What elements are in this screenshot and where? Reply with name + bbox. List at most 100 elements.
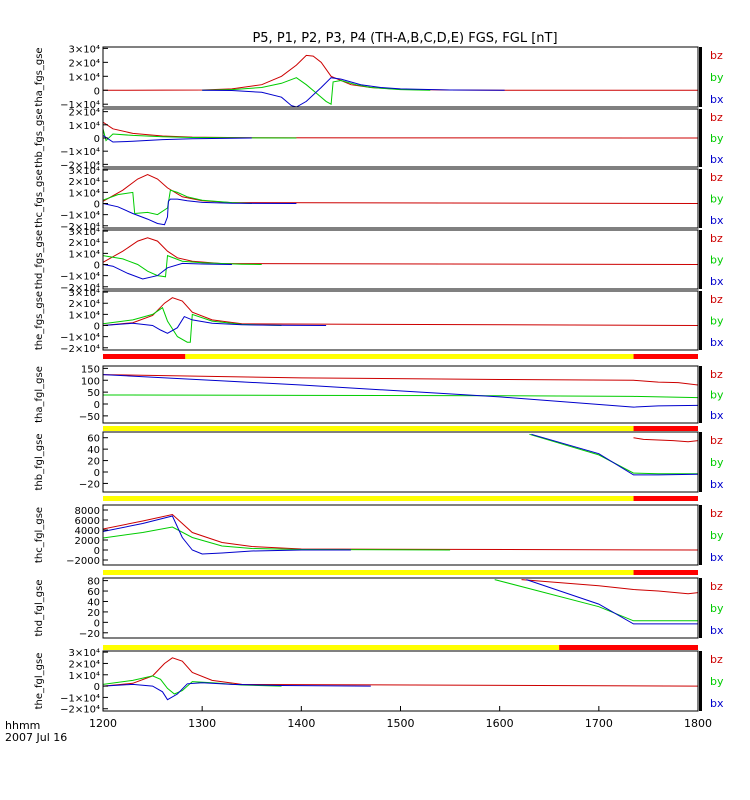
status-bar-segment (559, 645, 698, 650)
y-tick-label: 1×10⁴ (69, 188, 100, 199)
y-tick-label: 60 (87, 587, 100, 598)
legend-label-bz: bz (710, 368, 723, 381)
y-axis-label: thd_fgs_gse (34, 230, 45, 289)
panel-frame (102, 168, 699, 229)
y-tick-label: 0 (94, 682, 100, 693)
series-line-bx (103, 515, 351, 555)
series-line-bx (531, 433, 698, 476)
legend-label-by: by (710, 602, 724, 615)
legend-label-by: by (710, 132, 724, 145)
series-line-bz (103, 174, 698, 204)
y-tick-label: 40 (87, 597, 100, 608)
y-tick-label: 0 (94, 200, 100, 211)
legend-label-bz: bz (710, 653, 723, 666)
y-tick-label: 2×10⁴ (69, 299, 100, 310)
series-line-by (103, 394, 698, 399)
legend-label-bx: bx (710, 93, 724, 106)
series-line-bx (202, 77, 505, 107)
y-tick-label: 0 (94, 134, 100, 145)
x-tick-label: 1800 (684, 717, 712, 730)
y-axis-label: thc_fgs_gse (34, 169, 45, 228)
right-edge-ticks (699, 230, 702, 289)
y-axis-label: thd_fgl_gse (34, 580, 45, 637)
x-tick-label: 1300 (188, 717, 216, 730)
panel-frame (102, 650, 699, 712)
status-bar-segment (103, 496, 634, 501)
x-axis-label-line-2: 2007 Jul 16 (5, 731, 67, 744)
x-tick-label: 1500 (387, 717, 415, 730)
series-line-by (103, 189, 252, 216)
y-tick-label: 20 (87, 457, 100, 468)
series-line-bz (103, 374, 698, 386)
legend-label-bx: bx (710, 214, 724, 227)
series-line-by (529, 433, 698, 475)
panel-frame (102, 431, 699, 493)
right-edge-ticks (699, 505, 702, 565)
right-edge-ticks (699, 291, 702, 350)
panel-frame (102, 365, 699, 424)
y-axis-label: thb_fgl_gse (34, 434, 45, 491)
y-tick-label: 100 (81, 376, 100, 387)
legend-label-bx: bx (710, 409, 724, 422)
series-line-bx (103, 374, 698, 408)
y-tick-label: −20 (79, 629, 100, 640)
series-line-by (103, 526, 451, 551)
y-tick-label: 0 (94, 261, 100, 272)
x-tick-label: 1700 (585, 717, 613, 730)
series-line-bz (103, 54, 698, 91)
y-tick-label: 1×10⁴ (69, 671, 100, 682)
y-tick-label: −1×10⁴ (60, 333, 100, 344)
y-tick-label: −50 (79, 412, 100, 423)
status-bar-segment (633, 496, 698, 501)
y-tick-label: 2000 (75, 536, 100, 547)
y-tick-label: 3×10⁴ (69, 648, 100, 659)
legend-label-by: by (710, 529, 724, 542)
panel-frame (102, 229, 699, 290)
series-line-bz (103, 657, 698, 687)
y-tick-label: 3×10⁴ (69, 288, 100, 299)
right-edge-ticks (699, 169, 702, 228)
status-bar-segment (633, 354, 698, 359)
y-tick-label: 2×10⁴ (69, 108, 100, 119)
y-tick-label: −2×10⁴ (60, 283, 100, 294)
legend-label-by: by (710, 71, 724, 84)
series-line-bx (103, 682, 371, 701)
y-tick-label: −1×10⁴ (60, 272, 100, 283)
y-tick-label: 2×10⁴ (69, 238, 100, 249)
y-tick-label: 50 (87, 388, 100, 399)
legend-label-bz: bz (710, 171, 723, 184)
series-line-bx (526, 579, 698, 625)
status-bar-segment (103, 426, 634, 431)
legend-label-by: by (710, 315, 724, 328)
y-axis-label: thb_fgs_gse (34, 108, 45, 167)
y-tick-label: 40 (87, 445, 100, 456)
y-tick-label: 3×10⁴ (69, 44, 100, 55)
panel-2: 2×10⁴ 1×10⁴ 0 −1×10⁴ −2×10⁴ thb_fgs_gse bz by bx (34, 108, 724, 172)
legend-label-by: by (710, 193, 724, 206)
y-tick-label: 0 (94, 86, 100, 97)
y-tick-label: 0 (94, 322, 100, 333)
status-bar-segment (103, 570, 634, 575)
legend-label-bz: bz (710, 580, 723, 593)
x-axis: 1200 1300 1400 1500 1600 1700 1800 (89, 706, 712, 730)
y-axis-label: thc_fgl_gse (34, 507, 45, 563)
series-line-by (103, 254, 262, 278)
legend-label-bz: bz (710, 49, 723, 62)
y-tick-label: 0 (94, 618, 100, 629)
series-line-bx (103, 198, 297, 226)
y-tick-label: 1×10⁴ (69, 121, 100, 132)
y-tick-label: 1×10⁴ (69, 249, 100, 260)
y-tick-label: 150 (81, 364, 100, 375)
y-tick-label: −1×10⁴ (60, 693, 100, 704)
legend-label-by: by (710, 456, 724, 469)
legend-label-by: by (710, 675, 724, 688)
y-tick-label: 6000 (75, 516, 100, 527)
y-tick-label: −2×10⁴ (60, 160, 100, 171)
